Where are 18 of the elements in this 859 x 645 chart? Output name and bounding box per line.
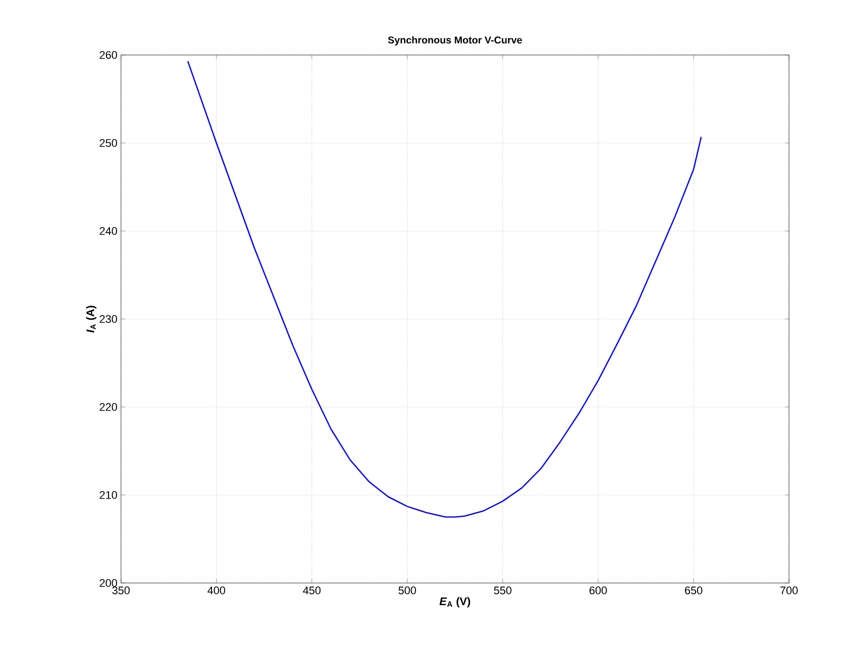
x-axis-title: E$_{A}$ (V) xyxy=(440,597,470,608)
x-tick-label: 350 xyxy=(112,586,130,594)
x-tick-label: 450 xyxy=(302,586,321,594)
x-tick-label: 600 xyxy=(590,586,607,594)
x-tick-label: 700 xyxy=(780,586,798,594)
y-tick-label: 240 xyxy=(100,227,118,235)
y-tick-label: 220 xyxy=(100,403,118,411)
y-axis-title: I$_{A}$ (A) xyxy=(86,306,96,333)
x-tick-label: 400 xyxy=(208,586,226,594)
y-tick-label: 200 xyxy=(100,579,118,587)
x-tick-label: 650 xyxy=(685,586,702,594)
y-tick-label: 210 xyxy=(100,491,118,499)
x-tick-label: 550 xyxy=(494,586,512,594)
y-tick-label: 250 xyxy=(100,139,118,147)
chart-title: Synchronous Motor V-Curve xyxy=(388,36,522,46)
x-tick-label: 500 xyxy=(398,586,416,594)
y-tick-label: 260 xyxy=(100,51,118,59)
y-tick-label: 230 xyxy=(100,315,118,323)
